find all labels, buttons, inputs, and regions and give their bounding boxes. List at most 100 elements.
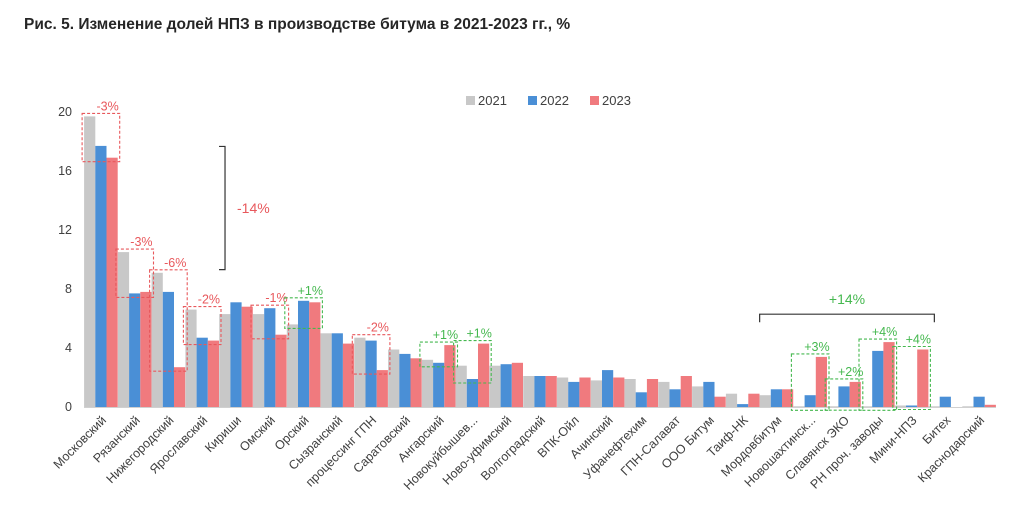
change-box-1 (115, 248, 155, 298)
x-tick-label: Омский (237, 413, 278, 454)
bar-2022-19 (737, 404, 749, 407)
bar-2021-4 (219, 314, 231, 407)
legend-swatch-2022 (528, 96, 537, 105)
bar-2023-7 (342, 343, 355, 407)
bar-2021-23 (861, 406, 873, 407)
legend-label-2023: 2023 (602, 93, 631, 108)
bar-2022-12 (500, 364, 512, 407)
bar-2022-5 (264, 308, 276, 407)
change-label-3: -2% (198, 293, 220, 307)
bar-2023-3 (207, 340, 219, 407)
bar-2022-20 (770, 389, 782, 407)
bar-2023-17 (680, 376, 692, 407)
bar-2023-13 (545, 376, 557, 407)
change-box-5 (284, 297, 323, 329)
bar-2023-11 (478, 343, 490, 407)
change-label-8: +1% (467, 327, 492, 341)
bar-2021-13 (523, 376, 535, 407)
change-label-1: -3% (130, 235, 152, 249)
bar-2021-2 (151, 272, 163, 407)
bar-2023-1 (140, 291, 152, 407)
change-boxes: -3% -3% -6% -2% -1% +1% -2% +1% +1% +3% +2% +4% +4% -… (81, 99, 935, 411)
bar-2021-19 (725, 393, 738, 407)
y-tick-label: 16 (58, 164, 72, 178)
bar-2021-1 (117, 252, 130, 407)
bar-2021-8 (354, 337, 366, 407)
bar-2022-24 (906, 405, 918, 407)
bar-2022-25 (939, 396, 951, 407)
group-label-decline: -14% (237, 200, 270, 216)
bar-2023-15 (613, 377, 625, 407)
bar-2023-14 (579, 377, 591, 407)
legend-swatch-2021 (466, 96, 475, 105)
bar-2022-17 (669, 389, 681, 407)
change-box-0 (81, 112, 121, 163)
bar-2022-10 (433, 362, 445, 408)
change-box-11 (858, 338, 898, 411)
legend-label-2022: 2022 (540, 93, 569, 108)
bar-2021-10 (421, 359, 434, 407)
bar-2023-23 (883, 342, 895, 407)
bar-2023-0 (106, 157, 118, 407)
x-axis-labels: МосковскийРязанскийНижегородскийЯрославс… (51, 413, 988, 493)
bar-2022-4 (230, 302, 242, 407)
change-box-6 (351, 334, 391, 375)
change-label-2: -6% (164, 256, 186, 270)
bar-2023-24 (917, 349, 929, 407)
bar-2023-10 (444, 345, 456, 407)
bar-2021-3 (185, 309, 197, 407)
bar-2022-13 (534, 376, 546, 407)
change-label-5: +1% (298, 284, 323, 298)
bar-2021-12 (489, 365, 501, 407)
bar-2022-2 (162, 291, 174, 407)
bar-2021-22 (827, 406, 839, 407)
y-axis: 0 4 8 12 16 20 (58, 105, 996, 414)
bar-2022-6 (298, 300, 310, 407)
change-box-3 (182, 306, 222, 346)
bar-2021-21 (793, 406, 805, 407)
bar-2023-22 (849, 381, 861, 407)
change-label-0: -3% (96, 99, 118, 113)
bar-2022-7 (331, 333, 343, 408)
bar-2022-0 (95, 145, 107, 407)
bar-2022-11 (466, 379, 478, 407)
bar-2022-15 (602, 370, 614, 407)
bar-2022-1 (129, 293, 141, 407)
change-box-10 (824, 378, 864, 411)
bar-2021-7 (320, 333, 332, 408)
bar-2023-21 (815, 356, 827, 407)
legend: 2021 2022 2023 (466, 93, 631, 108)
bar-2022-18 (703, 381, 715, 407)
bracket-growth (759, 313, 935, 323)
bar-2021-9 (388, 349, 400, 407)
change-box-9 (790, 353, 830, 411)
bar-2022-3 (196, 337, 208, 407)
bar-2021-26 (962, 406, 974, 407)
bar-2023-2 (174, 367, 186, 407)
bar-2023-20 (782, 389, 794, 407)
bar-2021-15 (590, 380, 602, 407)
bar-2023-26 (984, 404, 996, 407)
bar-2021-14 (557, 377, 569, 407)
bar-2021-5 (253, 314, 265, 407)
bar-2021-6 (286, 324, 298, 407)
change-label-10: +2% (838, 365, 863, 379)
legend-swatch-2023 (590, 96, 599, 105)
bar-2023-12 (511, 362, 523, 408)
bars (84, 116, 996, 408)
change-label-7: +1% (433, 328, 458, 342)
bar-2021-18 (692, 386, 704, 407)
change-label-11: +4% (872, 325, 897, 339)
change-box-2 (149, 269, 188, 372)
y-tick-label: 12 (58, 223, 72, 237)
bar-2021-17 (658, 381, 670, 407)
change-label-4: -1% (265, 291, 287, 305)
chart-title: Рис. 5. Изменение долей НПЗ в производст… (24, 16, 571, 33)
y-tick-label: 20 (58, 105, 72, 119)
bar-2023-6 (309, 302, 321, 407)
bar-2023-4 (241, 306, 253, 407)
y-tick-label: 4 (65, 341, 72, 355)
group-label-growth: +14% (829, 291, 865, 307)
bar-2023-9 (410, 358, 422, 407)
